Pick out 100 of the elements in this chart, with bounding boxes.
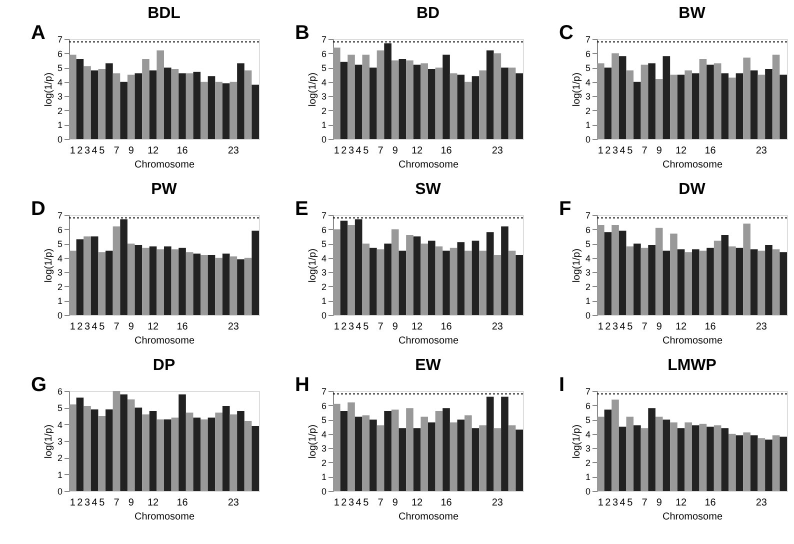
bar <box>612 400 619 491</box>
x-tick-label: 5 <box>627 322 634 332</box>
bar <box>677 428 685 491</box>
bar <box>354 416 362 491</box>
bar <box>413 428 421 491</box>
y-tick-label: 3 <box>585 444 590 454</box>
bar <box>604 410 612 491</box>
bar <box>237 63 244 139</box>
x-tick-label: 3 <box>348 322 354 332</box>
bar <box>90 236 98 315</box>
bar <box>120 82 128 139</box>
text: H <box>295 374 310 396</box>
bar <box>501 226 508 315</box>
bar <box>721 235 729 315</box>
y-tick-label: 6 <box>585 224 590 235</box>
bar <box>648 408 656 491</box>
x-axis-title: Chromosome <box>134 160 195 170</box>
bar <box>508 250 516 315</box>
bar <box>208 418 216 491</box>
bar <box>193 418 201 491</box>
bar <box>76 239 84 315</box>
bar <box>634 425 641 491</box>
bar <box>472 76 480 139</box>
bar <box>714 240 722 315</box>
bar <box>348 225 355 315</box>
x-tick-label: 23 <box>756 498 768 508</box>
bar <box>699 59 707 139</box>
bar <box>428 240 436 315</box>
bar <box>348 402 355 491</box>
bar <box>420 416 428 491</box>
x-tick-label: 7 <box>642 322 648 332</box>
bar <box>112 73 120 139</box>
bar <box>171 249 179 315</box>
chart-title: DP <box>152 357 176 374</box>
y-tick-label: 0 <box>57 134 62 144</box>
bar <box>442 408 450 491</box>
x-tick-label: 16 <box>176 498 188 508</box>
y-axis-title: log(1/p) <box>307 72 318 106</box>
bar <box>193 72 201 139</box>
bar <box>626 70 634 139</box>
y-tick-label: 6 <box>57 48 62 59</box>
bar <box>699 424 707 491</box>
bar <box>230 256 238 315</box>
bar <box>186 412 194 491</box>
bar <box>721 73 729 139</box>
x-tick-label: 9 <box>656 322 662 332</box>
bar <box>750 70 758 139</box>
x-tick-label: 5 <box>627 498 634 508</box>
bar <box>714 63 722 139</box>
bar <box>156 419 164 491</box>
x-axis-title: Chromosome <box>662 512 723 522</box>
y-tick-label: 7 <box>585 34 590 44</box>
x-tick-label: 16 <box>440 498 452 508</box>
bar <box>692 249 700 315</box>
bar <box>479 250 486 315</box>
bar <box>348 54 355 139</box>
bar <box>142 414 150 491</box>
bar <box>186 252 194 315</box>
x-tick-label: 1 <box>598 322 604 332</box>
x-tick-label: 5 <box>363 322 370 332</box>
y-tick-label: 6 <box>321 48 326 59</box>
x-tick-label: 4 <box>356 322 362 332</box>
x-tick-label: 7 <box>114 498 120 508</box>
bar <box>618 56 626 139</box>
bar <box>464 82 472 139</box>
y-tick-label: 3 <box>585 268 590 278</box>
y-tick-label: 7 <box>321 210 326 220</box>
x-tick-label: 12 <box>147 498 160 508</box>
text: C <box>559 22 574 44</box>
bar <box>677 74 685 139</box>
x-tick-label: 12 <box>147 146 160 156</box>
bar <box>640 64 648 139</box>
y-tick-label: 6 <box>321 224 326 235</box>
bar <box>721 428 729 491</box>
chart-title: BDL <box>148 5 181 22</box>
bar <box>69 404 76 491</box>
bar <box>684 422 692 491</box>
chart-title: LMWP <box>668 357 717 374</box>
y-tick-label: 6 <box>585 400 590 411</box>
bar <box>728 434 736 491</box>
bar <box>127 74 135 139</box>
bar <box>706 248 714 315</box>
bar <box>508 68 516 139</box>
x-tick-label: 23 <box>492 146 504 156</box>
bar <box>244 258 252 315</box>
bar <box>597 416 604 491</box>
bar <box>333 48 340 139</box>
bar <box>244 421 252 491</box>
bar <box>164 419 172 491</box>
bar <box>435 68 443 139</box>
x-tick-label: 2 <box>77 322 84 332</box>
bar <box>501 396 508 491</box>
x-tick-label: 2 <box>341 146 348 156</box>
bar <box>98 416 106 491</box>
bar <box>406 60 414 139</box>
text: B <box>295 22 310 44</box>
bar <box>362 54 370 139</box>
y-axis-title: log(1/p) <box>307 248 318 282</box>
bar <box>362 244 370 315</box>
y-tick-label: 5 <box>585 239 590 250</box>
